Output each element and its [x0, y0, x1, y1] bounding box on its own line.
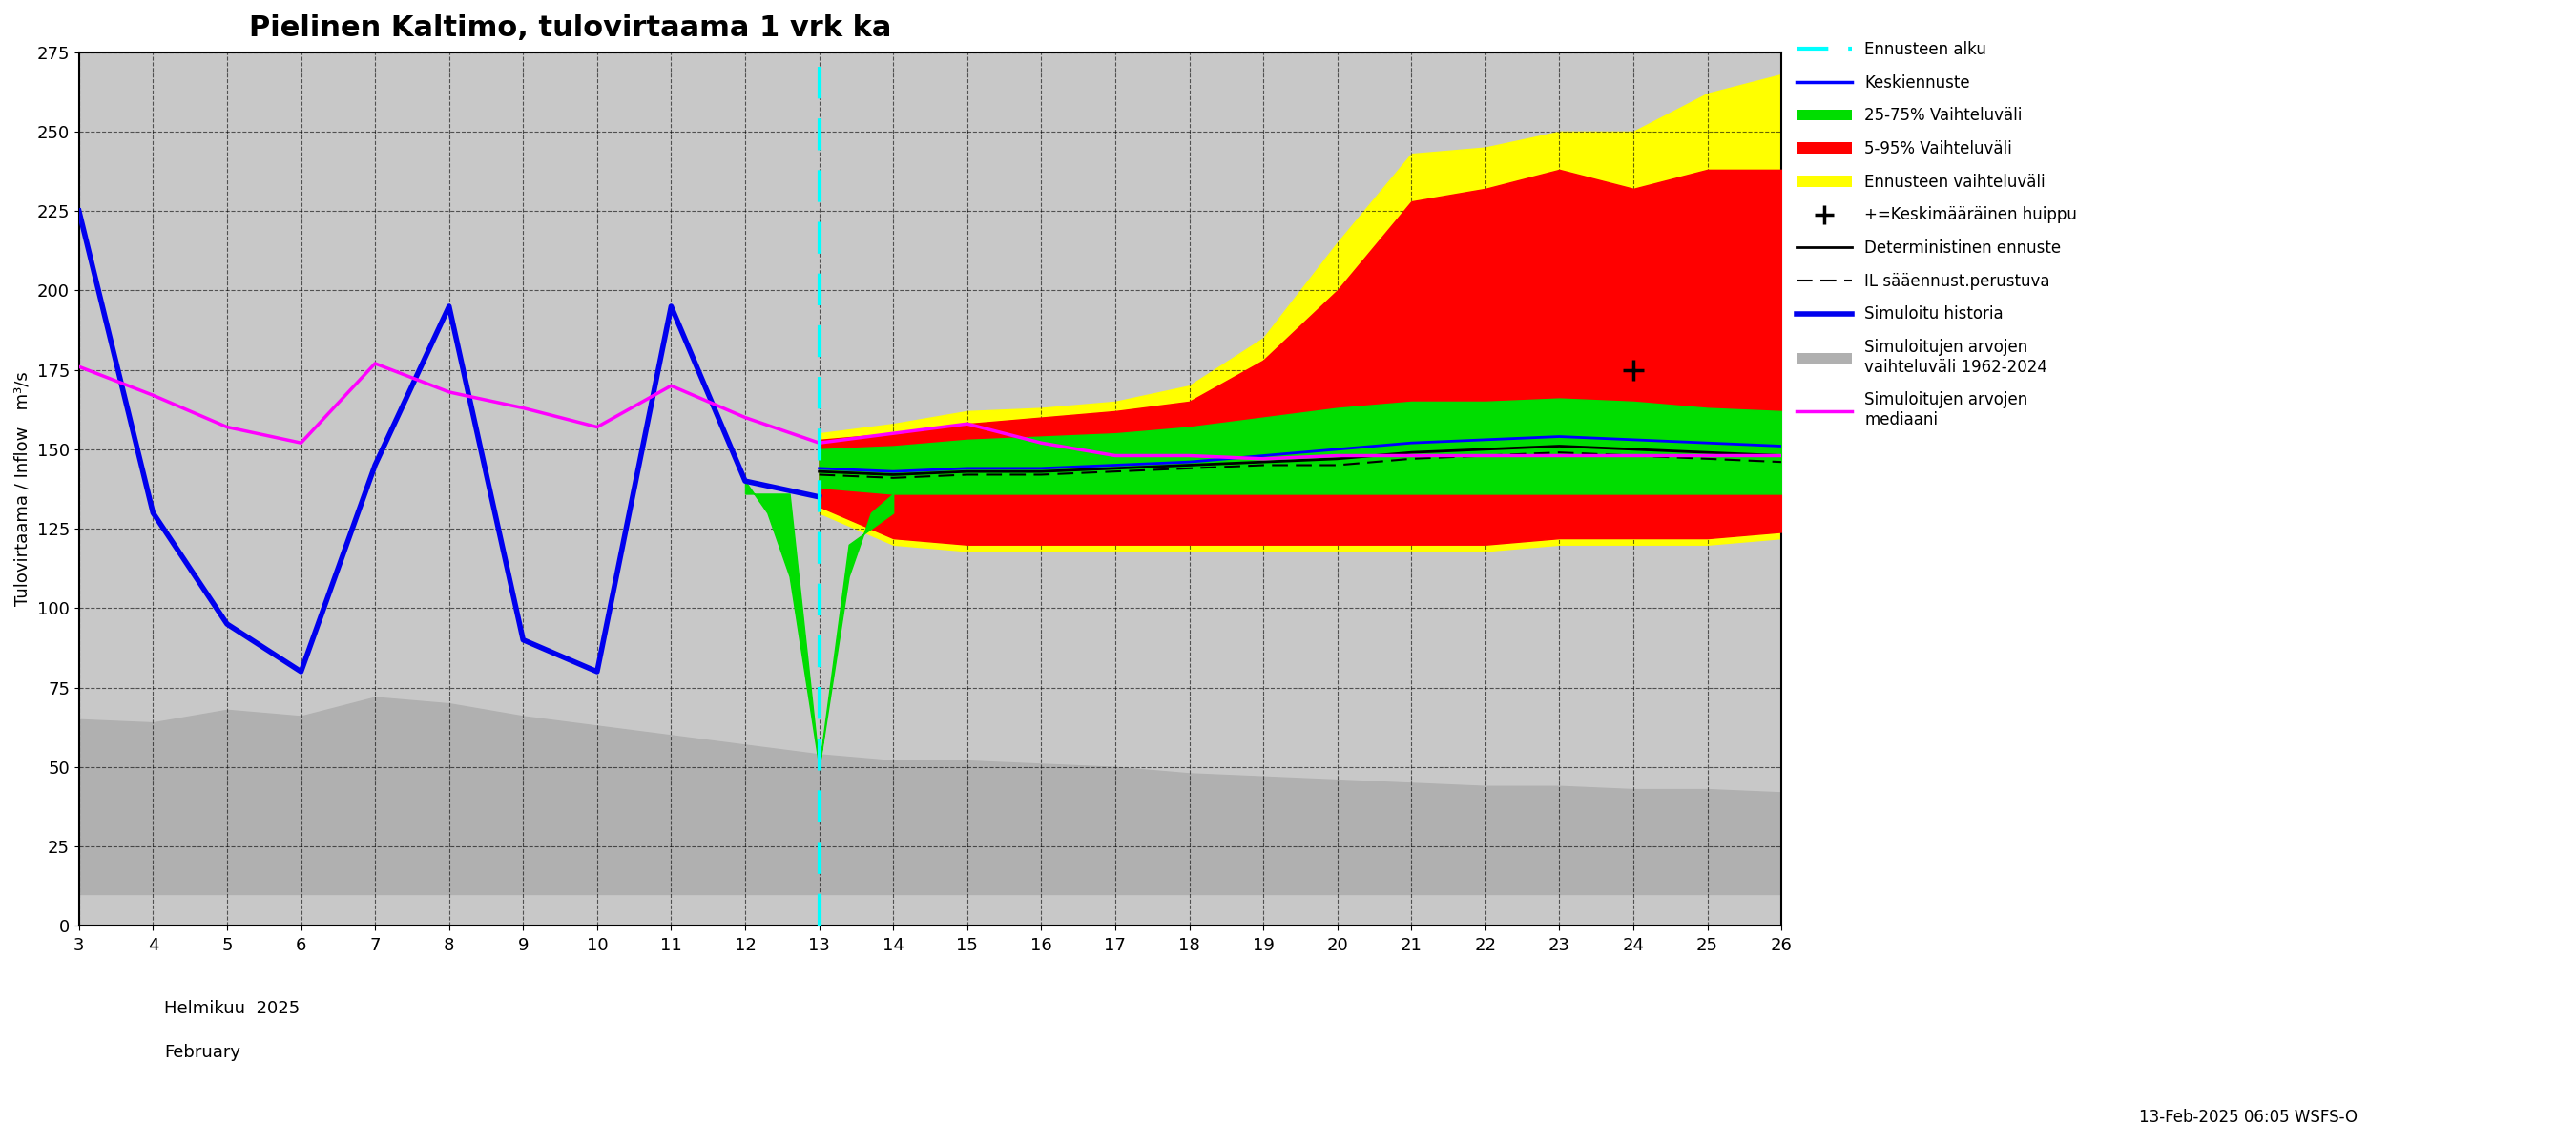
Text: Helmikuu  2025: Helmikuu 2025 [165, 1000, 299, 1017]
Text: February: February [165, 1044, 240, 1061]
Legend: Ennusteen alku, Keskiennuste, 25-75% Vaihteluväli, 5-95% Vaihteluväli, Ennusteen: Ennusteen alku, Keskiennuste, 25-75% Vai… [1790, 34, 2084, 435]
Y-axis label: Tulovirtaama / Inflow   m³/s: Tulovirtaama / Inflow m³/s [15, 372, 31, 606]
Text: 13-Feb-2025 06:05 WSFS-O: 13-Feb-2025 06:05 WSFS-O [2138, 1108, 2357, 1126]
Text: Pielinen Kaltimo, tulovirtaama 1 vrk ka: Pielinen Kaltimo, tulovirtaama 1 vrk ka [250, 14, 891, 42]
